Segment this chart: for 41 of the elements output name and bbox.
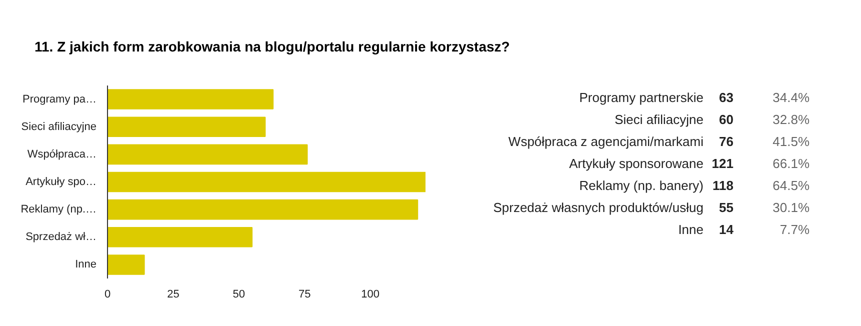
data-label: 76 xyxy=(719,134,734,149)
bar xyxy=(108,144,308,165)
category-label: Współpraca z agencjami/markami xyxy=(508,134,704,149)
y-tick-label: Sprzedaż wł… xyxy=(26,231,97,244)
data-label: 60 xyxy=(719,112,734,127)
data-label: 55 xyxy=(719,200,734,215)
text: 30.1% xyxy=(772,200,810,215)
text: 32.8% xyxy=(772,112,810,127)
y-tick-label: Współpraca… xyxy=(27,148,96,160)
text: 7.7% xyxy=(780,222,810,237)
y-tick-label: Programy pa… xyxy=(22,93,97,106)
bar xyxy=(108,226,253,248)
bar xyxy=(108,116,266,138)
y-tick-label: Inne xyxy=(75,258,97,271)
bar xyxy=(108,254,145,275)
category-label: Inne xyxy=(678,222,704,237)
category-label: Reklamy (np. banery) xyxy=(579,178,704,193)
text: 41.5% xyxy=(772,134,810,149)
chart-title: 11. Z jakich form zarobkowania na blogu/portalu regularnie korzystasz? xyxy=(34,38,510,54)
x-tick-label: 25 xyxy=(167,288,180,300)
x-tick-label: 100 xyxy=(361,288,380,300)
text: 66.1% xyxy=(772,156,810,171)
x-tick-label: 0 xyxy=(104,288,111,300)
data-label: 63 xyxy=(719,90,734,105)
category-label: Programy partnerskie xyxy=(579,90,704,105)
category-label: Sieci afiliacyjne xyxy=(614,112,704,127)
bar xyxy=(108,89,274,110)
data-label: 118 xyxy=(712,178,734,193)
y-tick-label: Artykuły spo… xyxy=(26,176,97,188)
y-tick-label: Reklamy (np.… xyxy=(20,204,96,216)
x-tick-label: 50 xyxy=(232,288,246,300)
y-tick-label: Sieci afiliacyjne xyxy=(21,120,96,133)
text: 34.4% xyxy=(772,90,810,105)
data-label: 121 xyxy=(712,156,734,171)
text: 64.5% xyxy=(772,178,810,193)
x-tick-label: 75 xyxy=(298,288,311,300)
data-label: 14 xyxy=(719,222,734,237)
bar xyxy=(108,172,426,192)
category-label: Sprzedaż własnych produktów/usług xyxy=(493,200,704,215)
bar xyxy=(108,199,418,220)
category-label: Artykuły sponsorowane xyxy=(569,156,704,171)
